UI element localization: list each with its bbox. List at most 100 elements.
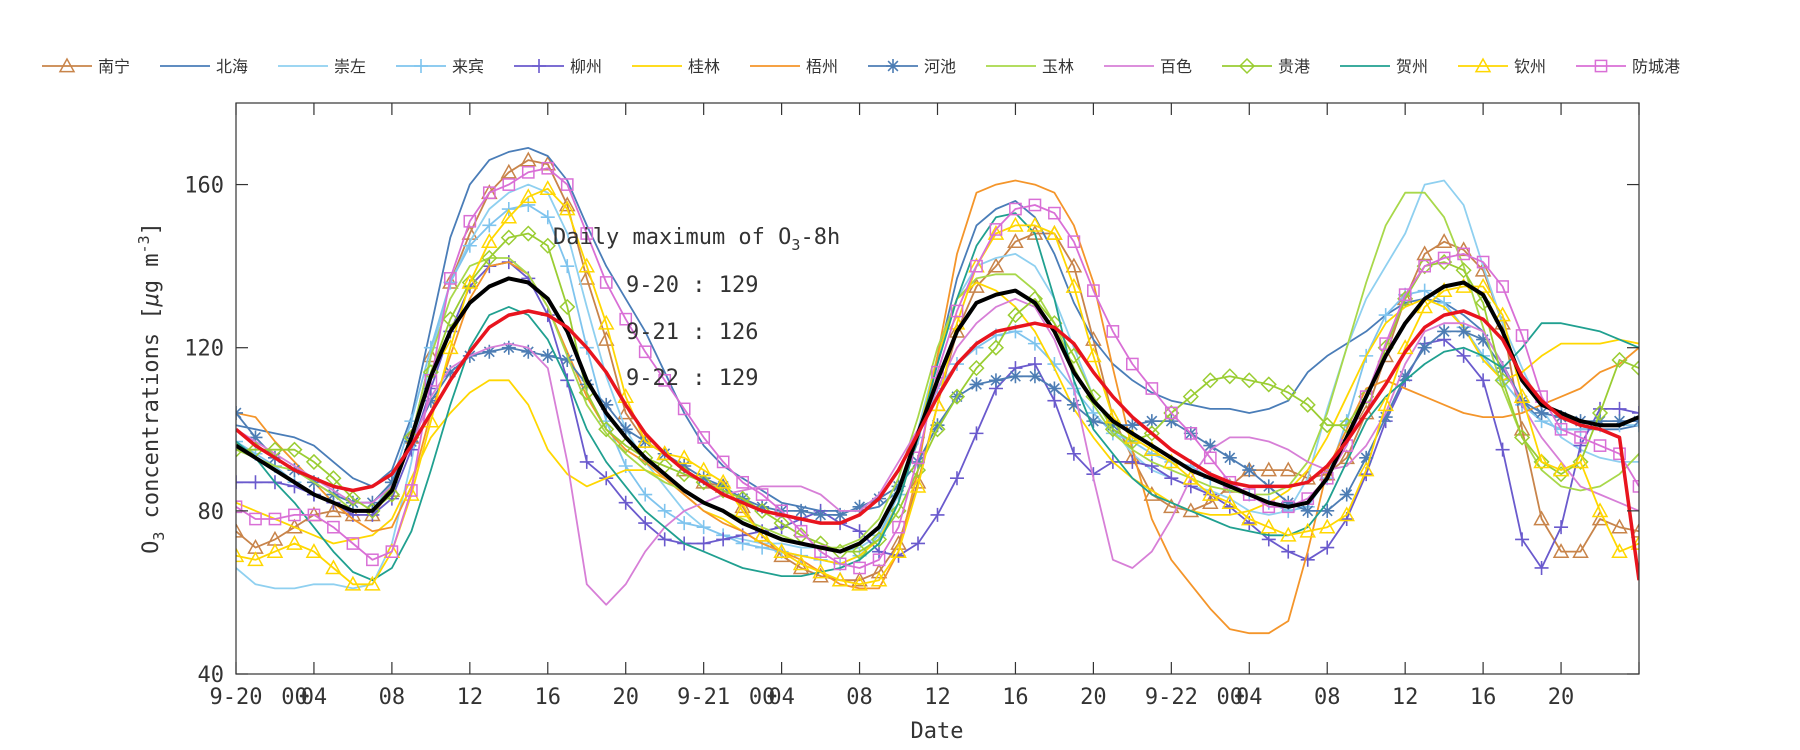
data-point (461, 274, 478, 291)
data-point (1163, 498, 1180, 514)
data-point (1184, 427, 1198, 440)
legend-item: 崇左 (278, 57, 366, 76)
data-point (734, 490, 751, 507)
data-point (580, 227, 594, 240)
data-point (1494, 372, 1511, 389)
data-point (1105, 418, 1120, 433)
data-point (286, 441, 303, 458)
data-point (482, 344, 497, 359)
data-point (1241, 372, 1258, 389)
data-point (1474, 261, 1492, 277)
data-point (236, 475, 243, 490)
data-point (1630, 360, 1639, 377)
data-point (248, 430, 263, 445)
data-point (853, 561, 866, 575)
data-point (1242, 463, 1257, 478)
data-point (1163, 404, 1180, 422)
legend-marker (414, 59, 428, 73)
data-point (1496, 280, 1509, 293)
data-point (1047, 393, 1062, 408)
data-point (1028, 198, 1042, 212)
data-point (1377, 396, 1394, 412)
data-point (1065, 257, 1083, 273)
data-point (987, 339, 1005, 356)
data-point (911, 536, 926, 551)
data-point (618, 422, 633, 437)
data-point (675, 449, 693, 465)
data-point (423, 340, 438, 355)
data-point (638, 487, 653, 502)
data-point (520, 188, 537, 204)
data-point (1533, 453, 1550, 470)
data-point (1143, 485, 1161, 501)
data-point (1455, 241, 1472, 257)
data-point (987, 257, 1005, 273)
data-point (638, 516, 653, 531)
series-line (236, 167, 1639, 569)
legend-label: 钦州 (1514, 57, 1546, 76)
data-point (1299, 522, 1317, 538)
data-point (540, 348, 555, 363)
data-point (1202, 494, 1219, 510)
legend-label: 百色 (1160, 57, 1192, 76)
data-point (559, 298, 576, 315)
data-point (1027, 336, 1042, 351)
legend-item: 柳州 (514, 57, 602, 76)
data-point (948, 322, 966, 338)
data-point (1221, 368, 1238, 385)
x-tick-label: 20 (1548, 685, 1575, 710)
legend-item: 北海 (160, 57, 248, 76)
data-point (461, 273, 479, 289)
data-point (1338, 417, 1355, 434)
data-point (403, 485, 420, 501)
data-point (1164, 414, 1179, 429)
annotation-line-1: 9-20 : 129 (626, 273, 758, 298)
data-point (970, 259, 983, 273)
legend-label: 北海 (216, 57, 248, 76)
data-point (1398, 288, 1412, 302)
data-point (364, 575, 381, 591)
data-point (969, 377, 984, 392)
data-point (247, 551, 264, 567)
legend-marker (1238, 57, 1256, 75)
data-point (442, 311, 459, 328)
legend-item: 桂林 (632, 57, 720, 76)
data-point (383, 486, 400, 503)
data-point (619, 312, 633, 326)
data-point (1182, 469, 1200, 485)
data-point (1552, 543, 1570, 558)
data-point (714, 473, 732, 489)
data-point (1593, 414, 1608, 429)
data-point (443, 272, 457, 285)
legend-item: 钦州 (1458, 57, 1546, 76)
data-point (987, 224, 1005, 240)
data-point (736, 475, 749, 489)
data-point (521, 197, 536, 212)
data-point (794, 503, 809, 518)
data-point (1476, 255, 1490, 269)
data-point (656, 445, 673, 461)
data-point (1357, 404, 1375, 420)
data-point (1085, 331, 1102, 346)
chart-legend: 南宁 北海 崇左 来宾 柳州 桂林 梧州 河池 玉林 百色 贵港 贺州 钦州 防城港 (42, 57, 1680, 76)
data-point (1534, 560, 1549, 575)
data-point (892, 520, 905, 534)
data-point (657, 532, 672, 547)
x-tick-label: 12 (924, 685, 951, 710)
data-point (870, 571, 888, 587)
data-point (481, 249, 498, 267)
data-point (1417, 340, 1432, 355)
series-line (236, 187, 1639, 586)
data-point (851, 543, 868, 560)
data-point (1280, 384, 1297, 401)
data-point (1145, 382, 1159, 395)
data-point (1397, 290, 1414, 307)
data-point (794, 524, 808, 538)
series-15 (236, 276, 1639, 554)
x-axis-title: Date (911, 719, 964, 744)
legend-label: 玉林 (1042, 57, 1074, 76)
legend-item: 玉林 (986, 57, 1074, 76)
x-tick-label: 9-22 (1145, 685, 1198, 710)
